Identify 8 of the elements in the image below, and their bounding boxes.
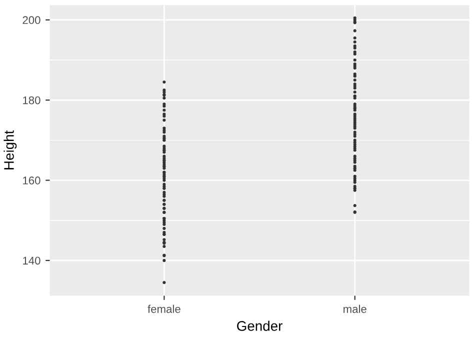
y-tick-label: 160	[23, 176, 40, 184]
y-tick-label: 140	[23, 256, 40, 265]
y-tick-label: 180	[23, 96, 40, 104]
x-axis-title: Gender	[237, 320, 282, 331]
y-axis-title: Height	[4, 130, 17, 170]
x-tick-label: male	[344, 304, 366, 313]
y-tick-label: 200	[22, 16, 40, 24]
x-tick-label: female	[148, 304, 180, 313]
